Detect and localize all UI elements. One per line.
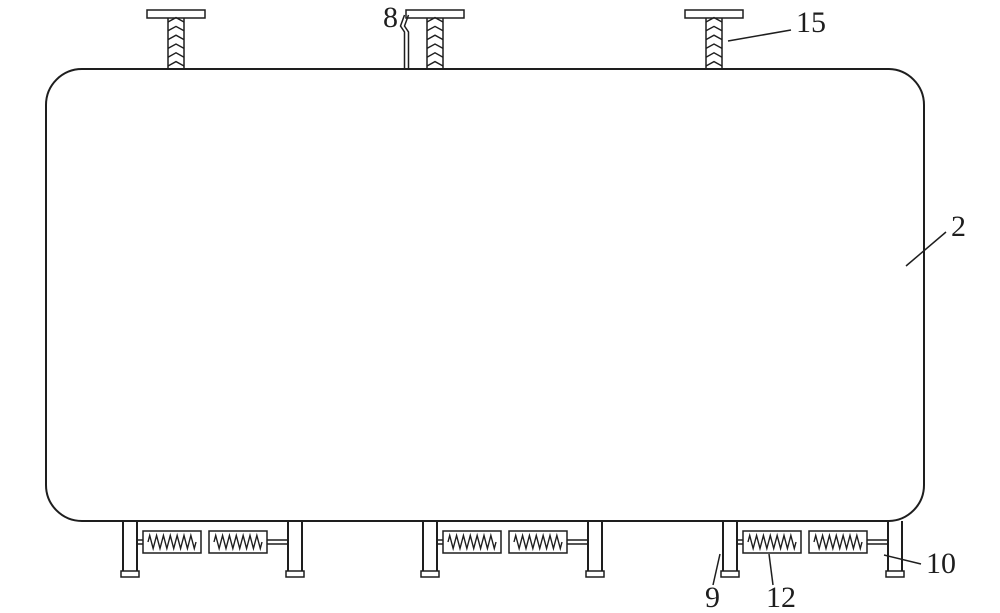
callout-label: 2 xyxy=(951,210,966,243)
callout-label: 15 xyxy=(796,6,826,39)
callout-label: 12 xyxy=(766,581,796,613)
callout-label: 10 xyxy=(926,547,956,580)
main-body xyxy=(46,69,924,521)
callout-label: 9 xyxy=(705,581,720,613)
callout-label: 8 xyxy=(383,1,398,34)
